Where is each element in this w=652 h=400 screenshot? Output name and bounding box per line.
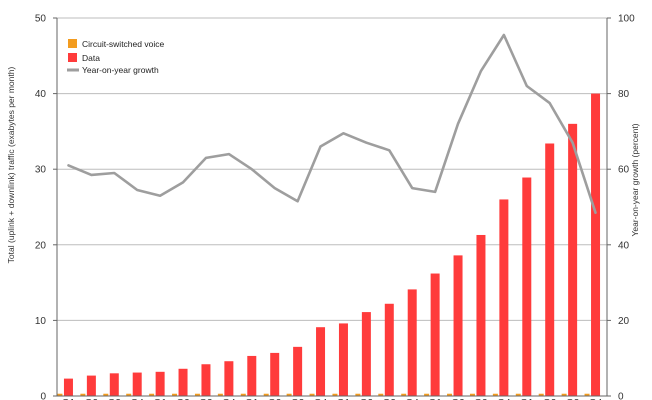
voice-bar bbox=[492, 393, 498, 396]
left-axis-title: Total (uplink + downlink) traffic (exaby… bbox=[6, 67, 16, 264]
voice-bar bbox=[515, 393, 521, 396]
voice-bar bbox=[126, 393, 132, 396]
x-tick-label: Q1 bbox=[428, 398, 442, 400]
x-tick-label: Q3 bbox=[108, 398, 122, 400]
data-bar bbox=[476, 234, 486, 396]
left-tick-label: 20 bbox=[35, 240, 47, 251]
voice-bar bbox=[80, 393, 86, 396]
growth-line bbox=[67, 33, 597, 214]
data-bar bbox=[430, 273, 440, 396]
x-tick-label: Q4 bbox=[589, 398, 603, 400]
voice-bar bbox=[378, 393, 384, 396]
x-tick-label: Q1 bbox=[337, 398, 351, 400]
right-tick-label: 100 bbox=[618, 14, 635, 25]
voice-bar bbox=[172, 393, 178, 396]
x-tick-label: Q2 bbox=[360, 398, 374, 400]
data-bar bbox=[86, 375, 96, 396]
legend-label-data: Data bbox=[82, 53, 100, 63]
x-tick-label: Q2 bbox=[543, 398, 557, 400]
x-tick-label: Q3 bbox=[199, 398, 213, 400]
left-tick-label: 30 bbox=[35, 165, 47, 176]
x-tick-label: Q4 bbox=[406, 398, 420, 400]
x-tick-label: Q2 bbox=[268, 398, 282, 400]
legend-swatch-voice bbox=[68, 39, 77, 48]
data-bar bbox=[316, 327, 326, 396]
x-tick-label: Q4 bbox=[314, 398, 328, 400]
voice-bar bbox=[149, 393, 155, 396]
voice-bar bbox=[424, 393, 430, 396]
data-bar bbox=[224, 361, 234, 396]
data-bar bbox=[109, 373, 119, 396]
data-bar bbox=[361, 312, 371, 396]
x-tick-label: Q3 bbox=[383, 398, 397, 400]
left-tick-label: 40 bbox=[35, 89, 47, 100]
legend-swatch-data bbox=[68, 53, 77, 62]
x-tick-label: Q3 bbox=[291, 398, 305, 400]
right-tick-label: 0 bbox=[618, 392, 624, 400]
voice-bar bbox=[194, 393, 200, 396]
right-tick-label: 80 bbox=[618, 89, 630, 100]
voice-bar bbox=[286, 393, 292, 396]
right-tick-label: 40 bbox=[618, 240, 630, 251]
voice-bar bbox=[57, 393, 63, 396]
data-bar bbox=[63, 378, 73, 396]
data-bar bbox=[568, 123, 578, 396]
data-bar bbox=[499, 199, 509, 396]
legend: Circuit-switched voice Data Year-on-year… bbox=[67, 39, 164, 75]
data-bar bbox=[591, 93, 601, 396]
voice-bar bbox=[332, 393, 338, 396]
data-bar bbox=[247, 355, 257, 396]
x-tick-label: Q1 bbox=[245, 398, 259, 400]
voice-bar bbox=[561, 393, 567, 396]
data-bar bbox=[522, 177, 532, 396]
left-tick-label: 50 bbox=[35, 14, 47, 25]
data-bar bbox=[407, 289, 417, 396]
left-tick-label: 10 bbox=[35, 316, 47, 327]
x-tick-label: Q2 bbox=[451, 398, 465, 400]
data-bar bbox=[132, 372, 142, 396]
voice-bar bbox=[447, 393, 453, 396]
bars bbox=[57, 93, 601, 396]
legend-label-growth: Year-on-year growth bbox=[82, 65, 159, 75]
legend-label-voice: Circuit-switched voice bbox=[82, 39, 164, 49]
x-tick-label: Q2 bbox=[85, 398, 99, 400]
grid-lines bbox=[57, 17, 607, 321]
x-tick-label: Q1 bbox=[153, 398, 167, 400]
voice-bar bbox=[217, 393, 223, 396]
x-tick-label: Q3 bbox=[566, 398, 580, 400]
data-bar bbox=[384, 303, 394, 396]
x-tick-label: Q4 bbox=[131, 398, 145, 400]
right-axis-title: Year-on-year growth (percent) bbox=[630, 123, 640, 236]
right-tick-label: 20 bbox=[618, 316, 630, 327]
voice-bar bbox=[538, 393, 544, 396]
x-tick-label: Q1 bbox=[62, 398, 76, 400]
data-bar bbox=[201, 364, 211, 396]
growth-line-layer bbox=[67, 33, 597, 214]
left-tick-label: 0 bbox=[40, 392, 46, 400]
voice-bar bbox=[584, 393, 590, 396]
voice-bar bbox=[103, 393, 109, 396]
data-bar bbox=[155, 371, 165, 396]
voice-bar bbox=[240, 393, 246, 396]
x-tick-label: Q2 bbox=[176, 398, 190, 400]
data-bar bbox=[545, 143, 555, 396]
voice-bar bbox=[401, 393, 407, 396]
x-tick-label: Q3 bbox=[474, 398, 488, 400]
right-tick-label: 60 bbox=[618, 165, 630, 176]
voice-bar bbox=[469, 393, 475, 396]
data-bar bbox=[270, 352, 280, 396]
x-tick-label: Q4 bbox=[222, 398, 236, 400]
data-bar bbox=[178, 368, 188, 396]
data-bar bbox=[453, 255, 463, 396]
axes: 0 10 20 30 40 50 0 20 40 60 80 100 Q1 Q2 Q3 Q4 Q1 Q2 Q3 Q4 Q… bbox=[35, 14, 635, 400]
x-tick-label: Q4 bbox=[497, 398, 511, 400]
data-bar bbox=[293, 346, 303, 396]
voice-bar bbox=[355, 393, 361, 396]
data-bar bbox=[338, 323, 348, 396]
voice-bar bbox=[263, 393, 269, 396]
voice-bar bbox=[309, 393, 315, 396]
x-tick-label: Q1 bbox=[520, 398, 534, 400]
